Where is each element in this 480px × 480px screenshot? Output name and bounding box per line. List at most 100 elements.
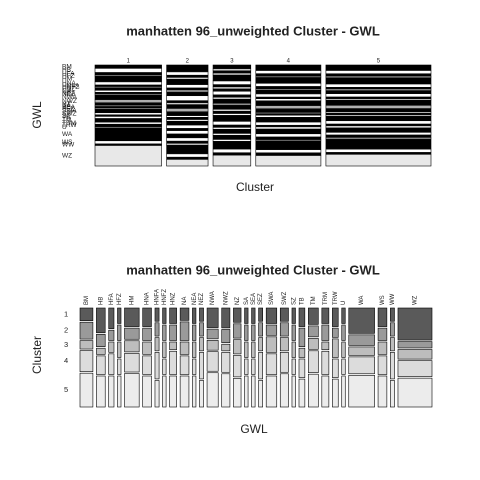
mosaic-tile [117, 324, 122, 341]
mosaic-tile [298, 358, 306, 378]
mosaic-tile [96, 307, 106, 334]
mosaic-tile [192, 324, 197, 341]
mosaic-tile [258, 380, 263, 408]
mosaic-tile [108, 329, 115, 341]
mosaic-tile [169, 307, 177, 324]
mosaic-tile [397, 307, 433, 341]
y-tick-label: U [62, 124, 67, 131]
mosaic-tile [244, 375, 249, 408]
x-tick-label: SWA [269, 292, 275, 305]
mosaic-tile [332, 358, 339, 378]
mosaic-tile [279, 322, 289, 337]
mosaic-tile [166, 145, 209, 154]
y-tick-label: HB [62, 67, 71, 74]
mosaic-tile [212, 70, 252, 74]
mosaic-tile [397, 360, 433, 377]
mosaic-tile [341, 307, 346, 324]
mosaic-tile [255, 149, 322, 154]
mosaic-tile [94, 94, 162, 100]
mosaic-tile [255, 108, 322, 113]
mosaic-tile [397, 349, 433, 360]
mosaic-tile [255, 90, 322, 94]
mosaic-tile [162, 307, 167, 324]
mosaic-tile [341, 358, 346, 375]
mosaic-tile [166, 79, 209, 85]
mosaic-tile [79, 307, 94, 321]
mosaic-tile [142, 307, 152, 327]
mosaic-tile [255, 86, 322, 90]
mosaic-tile [390, 380, 395, 408]
mosaic-tile [255, 98, 322, 102]
mosaic-tile [94, 105, 162, 107]
mosaic-tile [79, 340, 94, 350]
mosaic-tile [142, 355, 152, 375]
x-tick-label: HM [129, 296, 135, 305]
mosaic-tile [255, 155, 322, 167]
mosaic-tile [321, 375, 330, 408]
mosaic-tile [308, 373, 319, 408]
mosaic-tile [255, 114, 322, 118]
x-tick-label: 5 [377, 59, 381, 65]
x-tick-label: NWZ [223, 291, 229, 305]
y-axis-label: Cluster [30, 336, 44, 374]
mosaic-tile [108, 375, 115, 408]
mosaic-tile [169, 324, 177, 341]
x-tick-label: HFA [109, 293, 115, 305]
mosaic-tile [212, 84, 252, 88]
y-tick-label: SZ [62, 112, 70, 119]
mosaic-tile [341, 375, 346, 408]
mosaic-tile [390, 307, 395, 322]
y-tick-label: TRM [62, 120, 76, 127]
mosaic-tile [212, 72, 252, 76]
mosaic-tile [94, 76, 162, 82]
mosaic-tile [154, 337, 160, 352]
mosaic-tile [166, 128, 209, 131]
mosaic-tile [166, 71, 209, 76]
mosaic-tile [265, 375, 278, 408]
y-tick-label: BM [62, 63, 72, 70]
mosaic-tile [255, 77, 322, 84]
mosaic-tile [94, 99, 162, 104]
mosaic-tile [251, 307, 256, 324]
mosaic-tile [255, 100, 322, 106]
mosaic-tile [166, 124, 209, 129]
mosaic-tile [308, 338, 319, 350]
mosaic-tile [94, 74, 162, 77]
mosaic-tile [221, 329, 231, 344]
mosaic-tile [212, 88, 252, 92]
mosaic-tile [94, 92, 162, 94]
x-tick-label: HNA [145, 292, 151, 305]
y-tick-label: SWA [62, 108, 77, 115]
mosaic-tile [166, 95, 209, 101]
mosaic-tile [96, 375, 106, 408]
mosaic-tile [212, 102, 252, 106]
mosaic-tile [279, 373, 289, 408]
mosaic-tile [291, 358, 296, 375]
mosaic-tile [212, 127, 252, 130]
mosaic-tile [212, 115, 252, 122]
mosaic-tile [325, 138, 432, 150]
chart-title: manhatten 96_unweighted Cluster - GWL [126, 262, 380, 277]
y-tick-label: SEZ [62, 105, 75, 112]
mosaic-tile [154, 322, 160, 337]
mosaic-tile [212, 109, 252, 112]
mosaic-tile [221, 307, 231, 329]
mosaic-tile [325, 134, 432, 138]
mosaic-tile [94, 87, 162, 91]
mosaic-tile [325, 125, 432, 129]
mosaic-tile [325, 124, 432, 126]
x-tick-label: SZ [291, 297, 297, 305]
y-tick-label: WZ [62, 152, 72, 159]
mosaic-tile [221, 352, 231, 373]
mosaic-tile [206, 340, 219, 351]
mosaic-tile [255, 70, 322, 74]
mosaic-tile [308, 325, 319, 338]
mosaic-tile [212, 94, 252, 98]
mosaic-tile [212, 96, 252, 100]
x-tick-label: HNFZ [162, 289, 168, 305]
mosaic-tile [325, 108, 432, 112]
mosaic-tile [308, 307, 319, 325]
y-tick-label: 2 [64, 326, 68, 335]
x-tick-label: WW [390, 293, 396, 305]
